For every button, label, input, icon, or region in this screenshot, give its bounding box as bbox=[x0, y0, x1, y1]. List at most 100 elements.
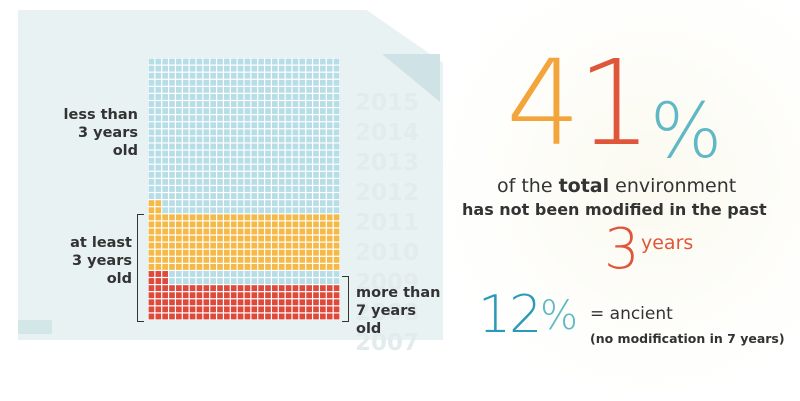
grid-cell bbox=[313, 58, 319, 65]
grid-cell bbox=[251, 263, 258, 270]
grid-cell bbox=[285, 263, 292, 270]
grid-cell bbox=[182, 122, 189, 129]
grid-cell bbox=[176, 178, 182, 185]
grid-cell bbox=[217, 263, 223, 270]
grid-cell bbox=[278, 143, 285, 150]
grid-cell bbox=[333, 263, 340, 270]
grid-cell bbox=[230, 186, 237, 192]
grid-cell bbox=[155, 306, 162, 313]
grid-cell bbox=[272, 249, 278, 256]
grid-cell bbox=[306, 221, 312, 228]
text-bold: total bbox=[558, 175, 610, 197]
grid-cell bbox=[162, 72, 168, 79]
grid-cell bbox=[320, 200, 326, 207]
grid-cell bbox=[278, 299, 285, 306]
grid-cell bbox=[182, 249, 189, 256]
grid-cell bbox=[258, 249, 264, 256]
year-label: 2013 bbox=[355, 150, 420, 176]
grid-cell bbox=[306, 171, 312, 178]
grid-cell bbox=[210, 306, 216, 313]
grid-cell bbox=[224, 171, 230, 178]
grid-cell bbox=[169, 263, 175, 270]
grid-cell bbox=[148, 72, 155, 79]
grid-cell bbox=[148, 164, 155, 171]
grid-cell bbox=[292, 207, 299, 214]
grid-cell bbox=[265, 285, 271, 292]
grid-cell bbox=[320, 136, 326, 143]
label-more-than-7-years: more than 7 years old bbox=[356, 284, 456, 338]
grid-cell bbox=[299, 143, 306, 150]
grid-cell bbox=[251, 256, 258, 263]
grid-cell bbox=[258, 136, 264, 143]
grid-cell bbox=[299, 193, 306, 200]
grid-cell bbox=[272, 164, 278, 171]
grid-cell bbox=[237, 249, 244, 256]
grid-cell bbox=[333, 200, 340, 207]
grid-cell bbox=[244, 171, 251, 178]
grid-cell bbox=[326, 207, 333, 214]
grid-cell bbox=[230, 313, 237, 320]
grid-cell bbox=[272, 178, 278, 185]
grid-cell bbox=[196, 263, 203, 270]
background-glow bbox=[430, 0, 800, 401]
headline-line-2: has not been modified in the past bbox=[462, 200, 767, 219]
grid-cell bbox=[292, 129, 299, 136]
headline-line-1: of the total environment bbox=[497, 175, 736, 197]
grid-cell bbox=[189, 313, 196, 320]
grid-cell bbox=[148, 94, 155, 100]
grid-cell bbox=[237, 122, 244, 129]
grid-cell bbox=[169, 271, 175, 277]
grid-cell bbox=[237, 299, 244, 306]
grid-cell bbox=[299, 271, 306, 277]
grid-cell bbox=[333, 214, 340, 221]
grid-cell bbox=[155, 228, 162, 235]
grid-cell bbox=[176, 164, 182, 171]
grid-cell bbox=[217, 115, 223, 122]
grid-cell bbox=[169, 221, 175, 228]
year-label: 2007 bbox=[355, 330, 420, 356]
grid-cell bbox=[333, 292, 340, 299]
grid-cell bbox=[230, 72, 237, 79]
grid-cell bbox=[313, 263, 319, 270]
grid-cell bbox=[265, 263, 271, 270]
grid-cell bbox=[313, 228, 319, 235]
grid-cell bbox=[210, 115, 216, 122]
grid-cell bbox=[285, 65, 292, 72]
grid-cell bbox=[306, 186, 312, 192]
grid-cell bbox=[244, 101, 251, 107]
grid-cell bbox=[196, 235, 203, 242]
grid-cell bbox=[176, 299, 182, 306]
grid-cell bbox=[210, 164, 216, 171]
grid-cell bbox=[258, 313, 264, 320]
grid-cell bbox=[176, 72, 182, 79]
grid-cell bbox=[230, 285, 237, 292]
grid-cell bbox=[251, 214, 258, 221]
grid-cell bbox=[203, 79, 210, 86]
grid-cell bbox=[182, 164, 189, 171]
grid-cell bbox=[306, 108, 312, 115]
grid-cell bbox=[320, 164, 326, 171]
grid-cell bbox=[299, 136, 306, 143]
grid-cell bbox=[182, 143, 189, 150]
grid-cell bbox=[285, 306, 292, 313]
grid-cell bbox=[196, 278, 203, 284]
grid-cell bbox=[189, 292, 196, 299]
grid-cell bbox=[244, 256, 251, 263]
grid-cell bbox=[285, 186, 292, 192]
grid-cell bbox=[224, 129, 230, 136]
grid-cell bbox=[313, 235, 319, 242]
grid-cell bbox=[169, 200, 175, 207]
grid-cell bbox=[313, 178, 319, 185]
grid-cell bbox=[176, 306, 182, 313]
grid-cell bbox=[196, 256, 203, 263]
grid-cell bbox=[176, 221, 182, 228]
grid-cell bbox=[230, 242, 237, 249]
grid-cell bbox=[326, 221, 333, 228]
grid-cell bbox=[148, 129, 155, 136]
grid-cell bbox=[278, 249, 285, 256]
grid-cell bbox=[285, 228, 292, 235]
grid-cell bbox=[265, 313, 271, 320]
grid-cell bbox=[258, 143, 264, 150]
years-word: years bbox=[641, 232, 694, 254]
grid-cell bbox=[258, 242, 264, 249]
